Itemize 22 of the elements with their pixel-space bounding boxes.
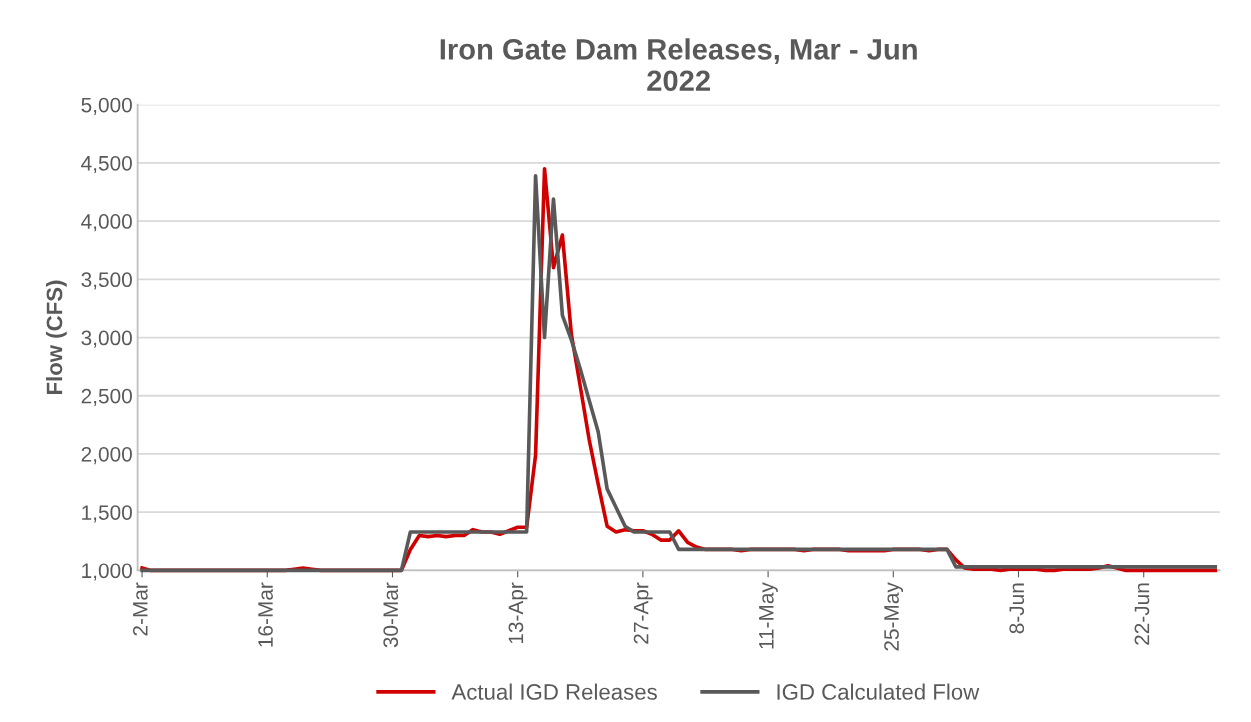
x-tick-label: 22-Jun xyxy=(1134,583,1150,645)
x-tick-label: 16-Mar xyxy=(258,582,273,647)
x-tick-label: 11-May xyxy=(759,582,778,649)
y-tick-label: 4,000 xyxy=(81,214,132,232)
y-axis-title: Flow (CFS) xyxy=(46,280,67,395)
y-tick-label: 1,000 xyxy=(82,563,132,581)
x-tick-label: 25-May xyxy=(884,582,904,651)
x-tick-label: 2-Mar xyxy=(132,582,148,636)
x-tick-label: 13-Apr xyxy=(508,582,528,644)
y-tick-label: 1,500 xyxy=(82,505,132,523)
y-tick-label: 3,000 xyxy=(81,330,132,348)
y-tick-label: 4,500 xyxy=(81,155,132,174)
x-tick-label: 27-Apr xyxy=(633,582,653,644)
y-tick-label: 2,500 xyxy=(81,388,132,406)
x-tick-label: 8-Jun xyxy=(1009,583,1025,634)
legend-label: Actual IGD Releases xyxy=(451,683,657,700)
legend-label: IGD Calculated Flow xyxy=(777,683,980,700)
y-tick-label: 5,000 xyxy=(81,97,132,115)
chart-title: Iron Gate Dam Releases, Mar - Jun 2022 xyxy=(440,38,917,92)
y-tick-label: 2,000 xyxy=(81,446,132,465)
x-tick-label: 30-Mar xyxy=(383,582,399,648)
y-tick-label: 3,500 xyxy=(81,272,132,290)
